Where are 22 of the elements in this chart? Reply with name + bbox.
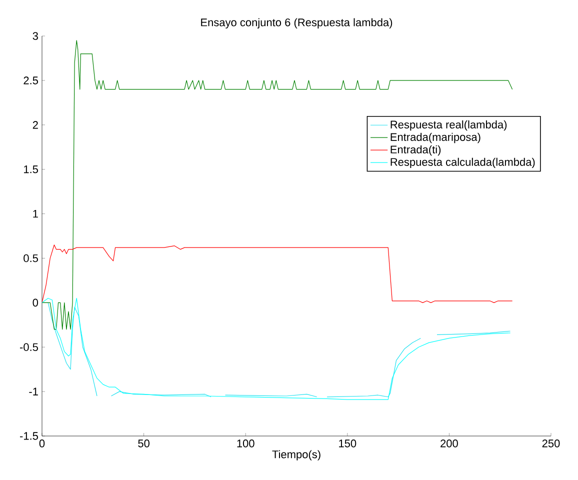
x-axis-title: Tiempo(s) <box>272 450 320 460</box>
legend-label: Entrada(ti) <box>390 145 441 156</box>
x-tick-label: 200 <box>440 440 458 448</box>
x-tick-label: 100 <box>237 440 254 448</box>
y-tick-label: 0 <box>32 298 38 307</box>
legend-label: Respuesta real(lambda) <box>390 120 507 131</box>
y-tick-label: -1.5 <box>20 432 38 440</box>
y-tick-label: 2.5 <box>24 76 38 84</box>
y-tick-label: -0.5 <box>20 343 38 352</box>
y-tick-label: 2 <box>32 121 38 129</box>
y-tick-label: 1.5 <box>24 166 38 174</box>
legend-label: Respuesta calculada(lambda) <box>390 158 535 168</box>
x-tick-label: 0 <box>39 440 45 448</box>
legend-label: Entrada(mariposa) <box>390 132 480 144</box>
y-tick-label: 3 <box>32 32 38 40</box>
y-tick-label: -1 <box>29 388 38 396</box>
x-tick-label: 250 <box>542 440 560 448</box>
y-tick-label: 0.5 <box>24 254 38 262</box>
x-tick-label: 150 <box>339 440 356 448</box>
chart-title: Ensayo conjunto 6 (Respuesta lambda) <box>201 18 392 28</box>
x-tick-label: 50 <box>138 440 150 448</box>
y-tick-label: 1 <box>33 210 38 218</box>
